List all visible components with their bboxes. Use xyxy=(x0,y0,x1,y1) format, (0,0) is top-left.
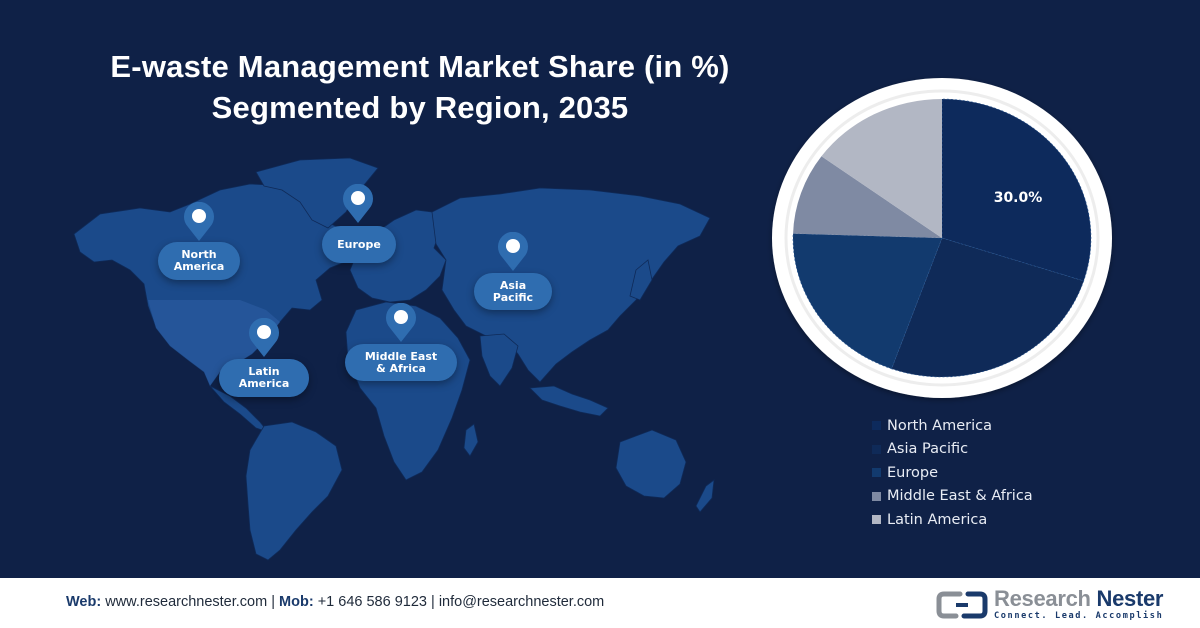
map-asia xyxy=(431,187,711,383)
map-south-america xyxy=(245,421,343,561)
location-pin-icon xyxy=(497,232,529,272)
map-australia xyxy=(615,429,687,499)
map-greenland xyxy=(255,157,379,229)
legend-swatch xyxy=(872,515,881,525)
region-label-europe: Europe xyxy=(322,226,396,263)
mobile-label: Mob: xyxy=(279,594,314,610)
map-india xyxy=(479,333,519,387)
legend-label: Europe xyxy=(887,464,938,481)
legend-label: Middle East & Africa xyxy=(887,488,1033,505)
logo-mark-icon xyxy=(936,591,988,618)
region-label-asia-pacific: Asia Pacific xyxy=(474,273,552,310)
pie-chart: 30.0% xyxy=(770,76,1114,400)
legend-swatch xyxy=(872,444,881,454)
location-pin-icon xyxy=(385,303,417,343)
location-pin-icon xyxy=(248,318,280,358)
pie-slice-north-america xyxy=(941,98,1092,282)
legend-item-asia-pacific: Asia Pacific xyxy=(872,438,1033,462)
legend-swatch xyxy=(872,421,881,431)
region-label-latin-america: Latin America xyxy=(219,359,309,397)
email-link[interactable]: info@researchnester.com xyxy=(438,594,605,610)
map-southeast-asia xyxy=(529,385,609,417)
chart-title: E-waste Management Market Share (in %) S… xyxy=(40,46,800,128)
pie-chart-graphic: 30.0% xyxy=(772,78,1112,398)
legend-item-middle-east-africa: Middle East & Africa xyxy=(872,485,1033,509)
legend-label: Asia Pacific xyxy=(887,441,969,458)
title-line-1: E-waste Management Market Share (in %) xyxy=(110,49,730,84)
footer: Web: www.researchnester.com | Mob: +1 64… xyxy=(0,576,1200,628)
separator: | xyxy=(431,594,435,610)
pie-slice-middle-east-africa xyxy=(793,156,942,238)
title-line-2: Segmented by Region, 2035 xyxy=(211,90,629,125)
separator: | xyxy=(271,594,276,610)
web-label: Web: xyxy=(66,594,102,610)
pie-slice-asia-pacific xyxy=(891,237,1085,378)
map-new-zealand xyxy=(695,479,715,513)
pie-slice-latin-america xyxy=(821,99,942,238)
legend-swatch xyxy=(872,468,881,478)
chart-legend: North America Asia Pacific Europe Middle… xyxy=(872,414,1033,532)
legend-swatch xyxy=(872,491,881,501)
web-link[interactable]: www.researchnester.com xyxy=(105,594,268,610)
legend-label: Latin America xyxy=(887,511,988,528)
logo-tagline: Connect. Lead. Accomplish xyxy=(994,611,1164,621)
map-north-america xyxy=(73,183,361,387)
research-nester-logo: Research Nester Connect. Lead. Accomplis… xyxy=(936,588,1163,621)
map-japan xyxy=(629,259,653,301)
pie-data-label-north-america: 30.0% xyxy=(994,190,1043,206)
pie-slices xyxy=(792,98,1092,378)
legend-item-north-america: North America xyxy=(872,414,1033,438)
map-usa-highlight xyxy=(148,300,280,386)
logo-name-nester: Nester xyxy=(1096,586,1164,611)
mobile-number: +1 646 586 9123 xyxy=(317,594,427,610)
infographic-canvas: E-waste Management Market Share (in %) S… xyxy=(40,46,1114,561)
location-pin-icon xyxy=(183,202,215,242)
map-madagascar xyxy=(463,423,479,457)
legend-item-latin-america: Latin America xyxy=(872,508,1033,532)
region-label-middle-east-africa: Middle East & Africa xyxy=(345,344,457,381)
legend-item-europe: Europe xyxy=(872,461,1033,485)
contact-info: Web: www.researchnester.com | Mob: +1 64… xyxy=(66,594,604,610)
legend-label: North America xyxy=(887,417,992,434)
region-label-north-america: North America xyxy=(158,242,240,280)
location-pin-icon xyxy=(342,184,374,224)
pie-slice-europe xyxy=(792,233,943,370)
logo-name-research: Research xyxy=(994,586,1091,611)
